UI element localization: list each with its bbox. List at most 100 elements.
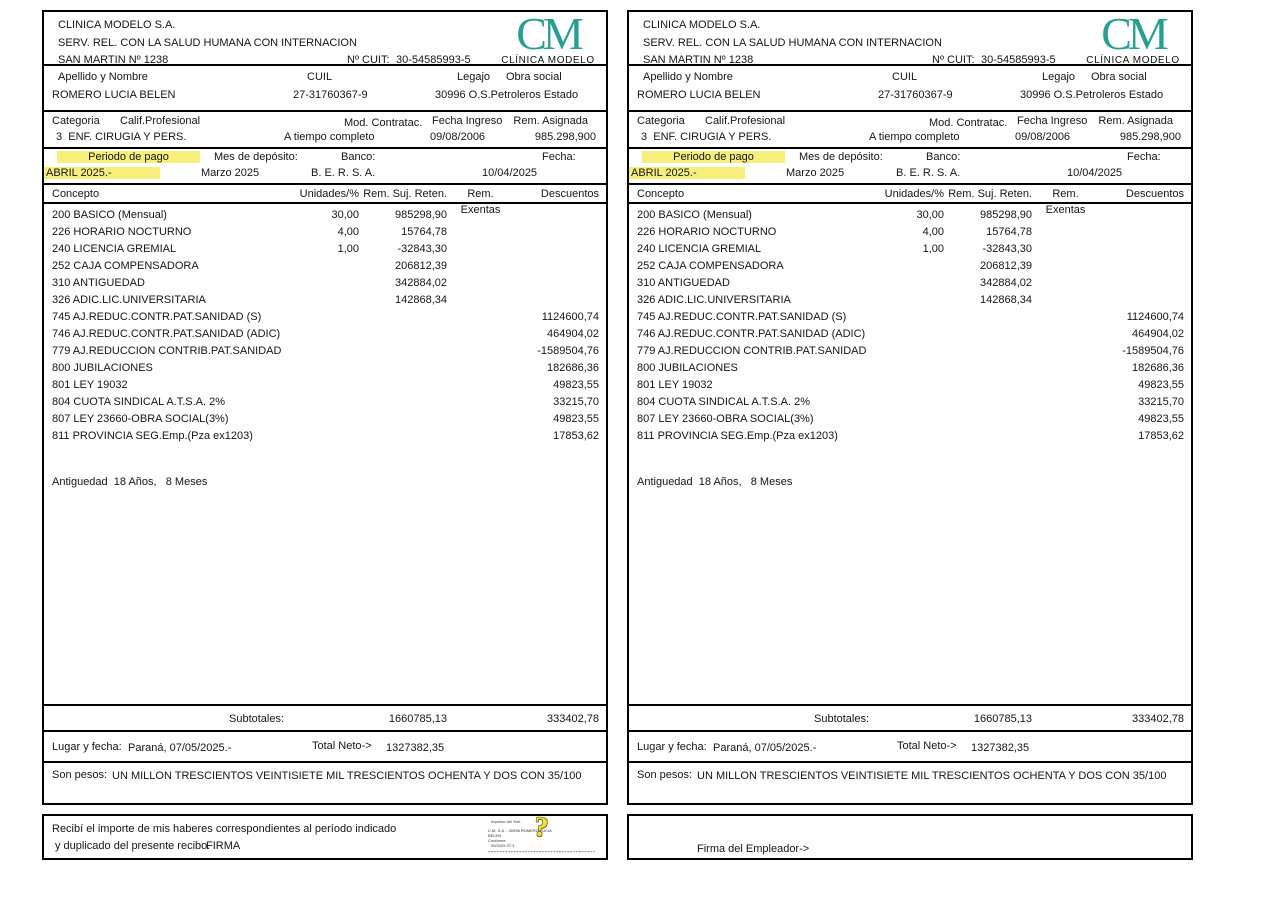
row-concept: 801 LEY 19032 — [52, 379, 128, 391]
row-rem-exentas — [1032, 292, 1099, 309]
stamp-line1: Impreso del Sist. — [491, 819, 521, 824]
row-units — [882, 428, 944, 445]
table-row: 779 AJ.REDUCCION CONTRIB.PAT.SANIDAD -15… — [629, 343, 1191, 360]
row-descuentos — [1099, 207, 1184, 224]
concept-table-body: 200 BASICO (Mensual) 30,00 985298,90 226… — [629, 204, 1191, 706]
employee-name: ROMERO LUCIA BELEN — [52, 89, 176, 101]
row-concept: 310 ANTIGUEDAD — [637, 277, 730, 289]
stamp-line4: Conforme — [488, 838, 506, 843]
table-header: Concepto Unidades/% Rem. Suj. Reten. Rem… — [629, 186, 1191, 216]
row-concept: 745 AJ.REDUC.CONTR.PAT.SANIDAD (S) — [52, 311, 262, 323]
row-concept: 804 CUOTA SINDICAL A.T.S.A. 2% — [52, 396, 226, 408]
col-unidades: Unidades/% — [299, 188, 359, 200]
row-rem-exentas — [1032, 224, 1099, 241]
row-descuentos — [1099, 292, 1184, 309]
row-rem-suj — [359, 377, 447, 394]
row-rem-suj: 142868,34 — [980, 294, 1032, 306]
row-concept: 811 PROVINCIA SEG.Emp.(Pza ex1203) — [52, 430, 253, 442]
row-rem-suj: 985298,90 — [980, 209, 1032, 221]
row-rem-suj — [944, 377, 1032, 394]
logo-cm-icon: CM — [516, 8, 584, 59]
row-concept: 326 ADIC.LIC.UNIVERSITARIA — [637, 294, 791, 306]
company-logo: CM CLÍNICA MODELO — [496, 8, 600, 67]
periodo-pago-label: Periodo de pago — [57, 151, 200, 163]
row-rem-suj: -32843,30 — [982, 243, 1032, 255]
rem-asignada-label: Rem. Asignada — [1098, 115, 1173, 127]
cuit-value: 30-54585993-5 — [396, 54, 471, 66]
table-header: Concepto Unidades/% Rem. Suj. Reten. Rem… — [44, 186, 606, 216]
row-descuentos: 1124600,74 — [1126, 311, 1184, 323]
row-rem-exentas — [447, 309, 514, 326]
table-row: 310 ANTIGUEDAD 342884,02 — [44, 275, 606, 292]
amount-in-words-row: Son pesos: UN MILLON TRESCIENTOS VEINTIS… — [629, 763, 1191, 800]
col-rem-exentas: Rem. Exentas — [460, 188, 501, 216]
category-section: Categoria Calif.Profesional Mod. Contrat… — [629, 112, 1191, 149]
table-row: 801 LEY 19032 49823,55 — [629, 377, 1191, 394]
row-descuentos: 49823,55 — [1138, 413, 1184, 425]
row-rem-suj — [359, 326, 447, 343]
company-address: SAN MARTIN Nº 1238 — [643, 54, 754, 66]
row-rem-exentas — [1032, 343, 1099, 360]
row-rem-suj — [359, 360, 447, 377]
row-rem-exentas — [1032, 309, 1099, 326]
row-descuentos — [514, 241, 599, 258]
row-rem-exentas — [447, 241, 514, 258]
row-rem-exentas — [1032, 394, 1099, 411]
table-row: 252 CAJA COMPENSADORA 206812,39 — [629, 258, 1191, 275]
row-rem-suj — [359, 309, 447, 326]
row-descuentos: 49823,55 — [553, 413, 599, 425]
table-row: 252 CAJA COMPENSADORA 206812,39 — [44, 258, 606, 275]
row-concept: 804 CUOTA SINDICAL A.T.S.A. 2% — [637, 396, 811, 408]
signature-dashed-line: -------------------------------------- — [488, 849, 596, 856]
total-neto-label: Total Neto-> — [312, 740, 372, 752]
row-descuentos: 17853,62 — [553, 430, 599, 442]
periodo-pago-label: Periodo de pago — [642, 151, 785, 163]
row-rem-exentas — [1032, 428, 1099, 445]
row-units — [297, 292, 359, 309]
concept-rows: 200 BASICO (Mensual) 30,00 985298,90 226… — [629, 204, 1191, 445]
row-rem-suj — [944, 360, 1032, 377]
row-concept: 746 AJ.REDUC.CONTR.PAT.SANIDAD (ADIC) — [637, 328, 866, 340]
fecha-label: Fecha: — [1127, 151, 1161, 163]
calif-profesional-label: Calif.Profesional — [705, 115, 786, 127]
row-descuentos — [514, 292, 599, 309]
row-rem-exentas — [447, 394, 514, 411]
row-concept: 326 ADIC.LIC.UNIVERSITARIA — [52, 294, 206, 306]
table-row: 779 AJ.REDUCCION CONTRIB.PAT.SANIDAD -15… — [44, 343, 606, 360]
total-neto-value: 1327382,35 — [386, 742, 445, 754]
legajo-label: Legajo — [457, 71, 491, 83]
table-row: 807 LEY 23660-OBRA SOCIAL(3%) 49823,55 — [44, 411, 606, 428]
row-units — [297, 377, 359, 394]
row-rem-suj — [944, 343, 1032, 360]
stamp-line5: 05/2025 07:3 — [491, 843, 515, 848]
row-concept: 779 AJ.REDUCCION CONTRIB.PAT.SANIDAD — [637, 345, 867, 357]
row-descuentos — [514, 224, 599, 241]
category-section: Categoria Calif.Profesional Mod. Contrat… — [44, 112, 606, 149]
company-activity: SERV. REL. CON LA SALUD HUMANA CON INTER… — [643, 37, 942, 49]
lugar-fecha-label: Lugar y fecha: — [637, 741, 707, 753]
banco-value: B. E. R. S. A. — [311, 167, 376, 179]
row-rem-exentas — [1032, 258, 1099, 275]
row-units: 1,00 — [922, 243, 944, 255]
mes-deposito-value: Marzo 2025 — [786, 167, 845, 179]
row-descuentos: 464904,02 — [547, 328, 599, 340]
table-row: 800 JUBILACIONES 182686,36 — [629, 360, 1191, 377]
company-activity: SERV. REL. CON LA SALUD HUMANA CON INTER… — [58, 37, 357, 49]
son-pesos-label: Son pesos: — [52, 769, 108, 781]
mod-contratac-label: Mod. Contratac. — [344, 117, 423, 129]
row-units: 4,00 — [337, 226, 359, 238]
subtotals-label: Subtotales: — [814, 713, 870, 725]
row-rem-suj: 142868,34 — [395, 294, 447, 306]
row-units: 1,00 — [337, 243, 359, 255]
fecha-label: Fecha: — [542, 151, 576, 163]
calif-profesional-label: Calif.Profesional — [120, 115, 201, 127]
row-rem-exentas — [447, 258, 514, 275]
row-rem-suj: 206812,39 — [395, 260, 447, 272]
obra-social-label: Obra social — [506, 71, 562, 83]
subtotals-label: Subtotales: — [229, 713, 285, 725]
row-rem-exentas — [447, 275, 514, 292]
row-descuentos — [1099, 224, 1184, 241]
categoria-label: Categoria — [52, 115, 100, 127]
row-descuentos: 182686,36 — [547, 362, 599, 374]
logo-caption: CLÍNICA MODELO — [501, 55, 595, 66]
